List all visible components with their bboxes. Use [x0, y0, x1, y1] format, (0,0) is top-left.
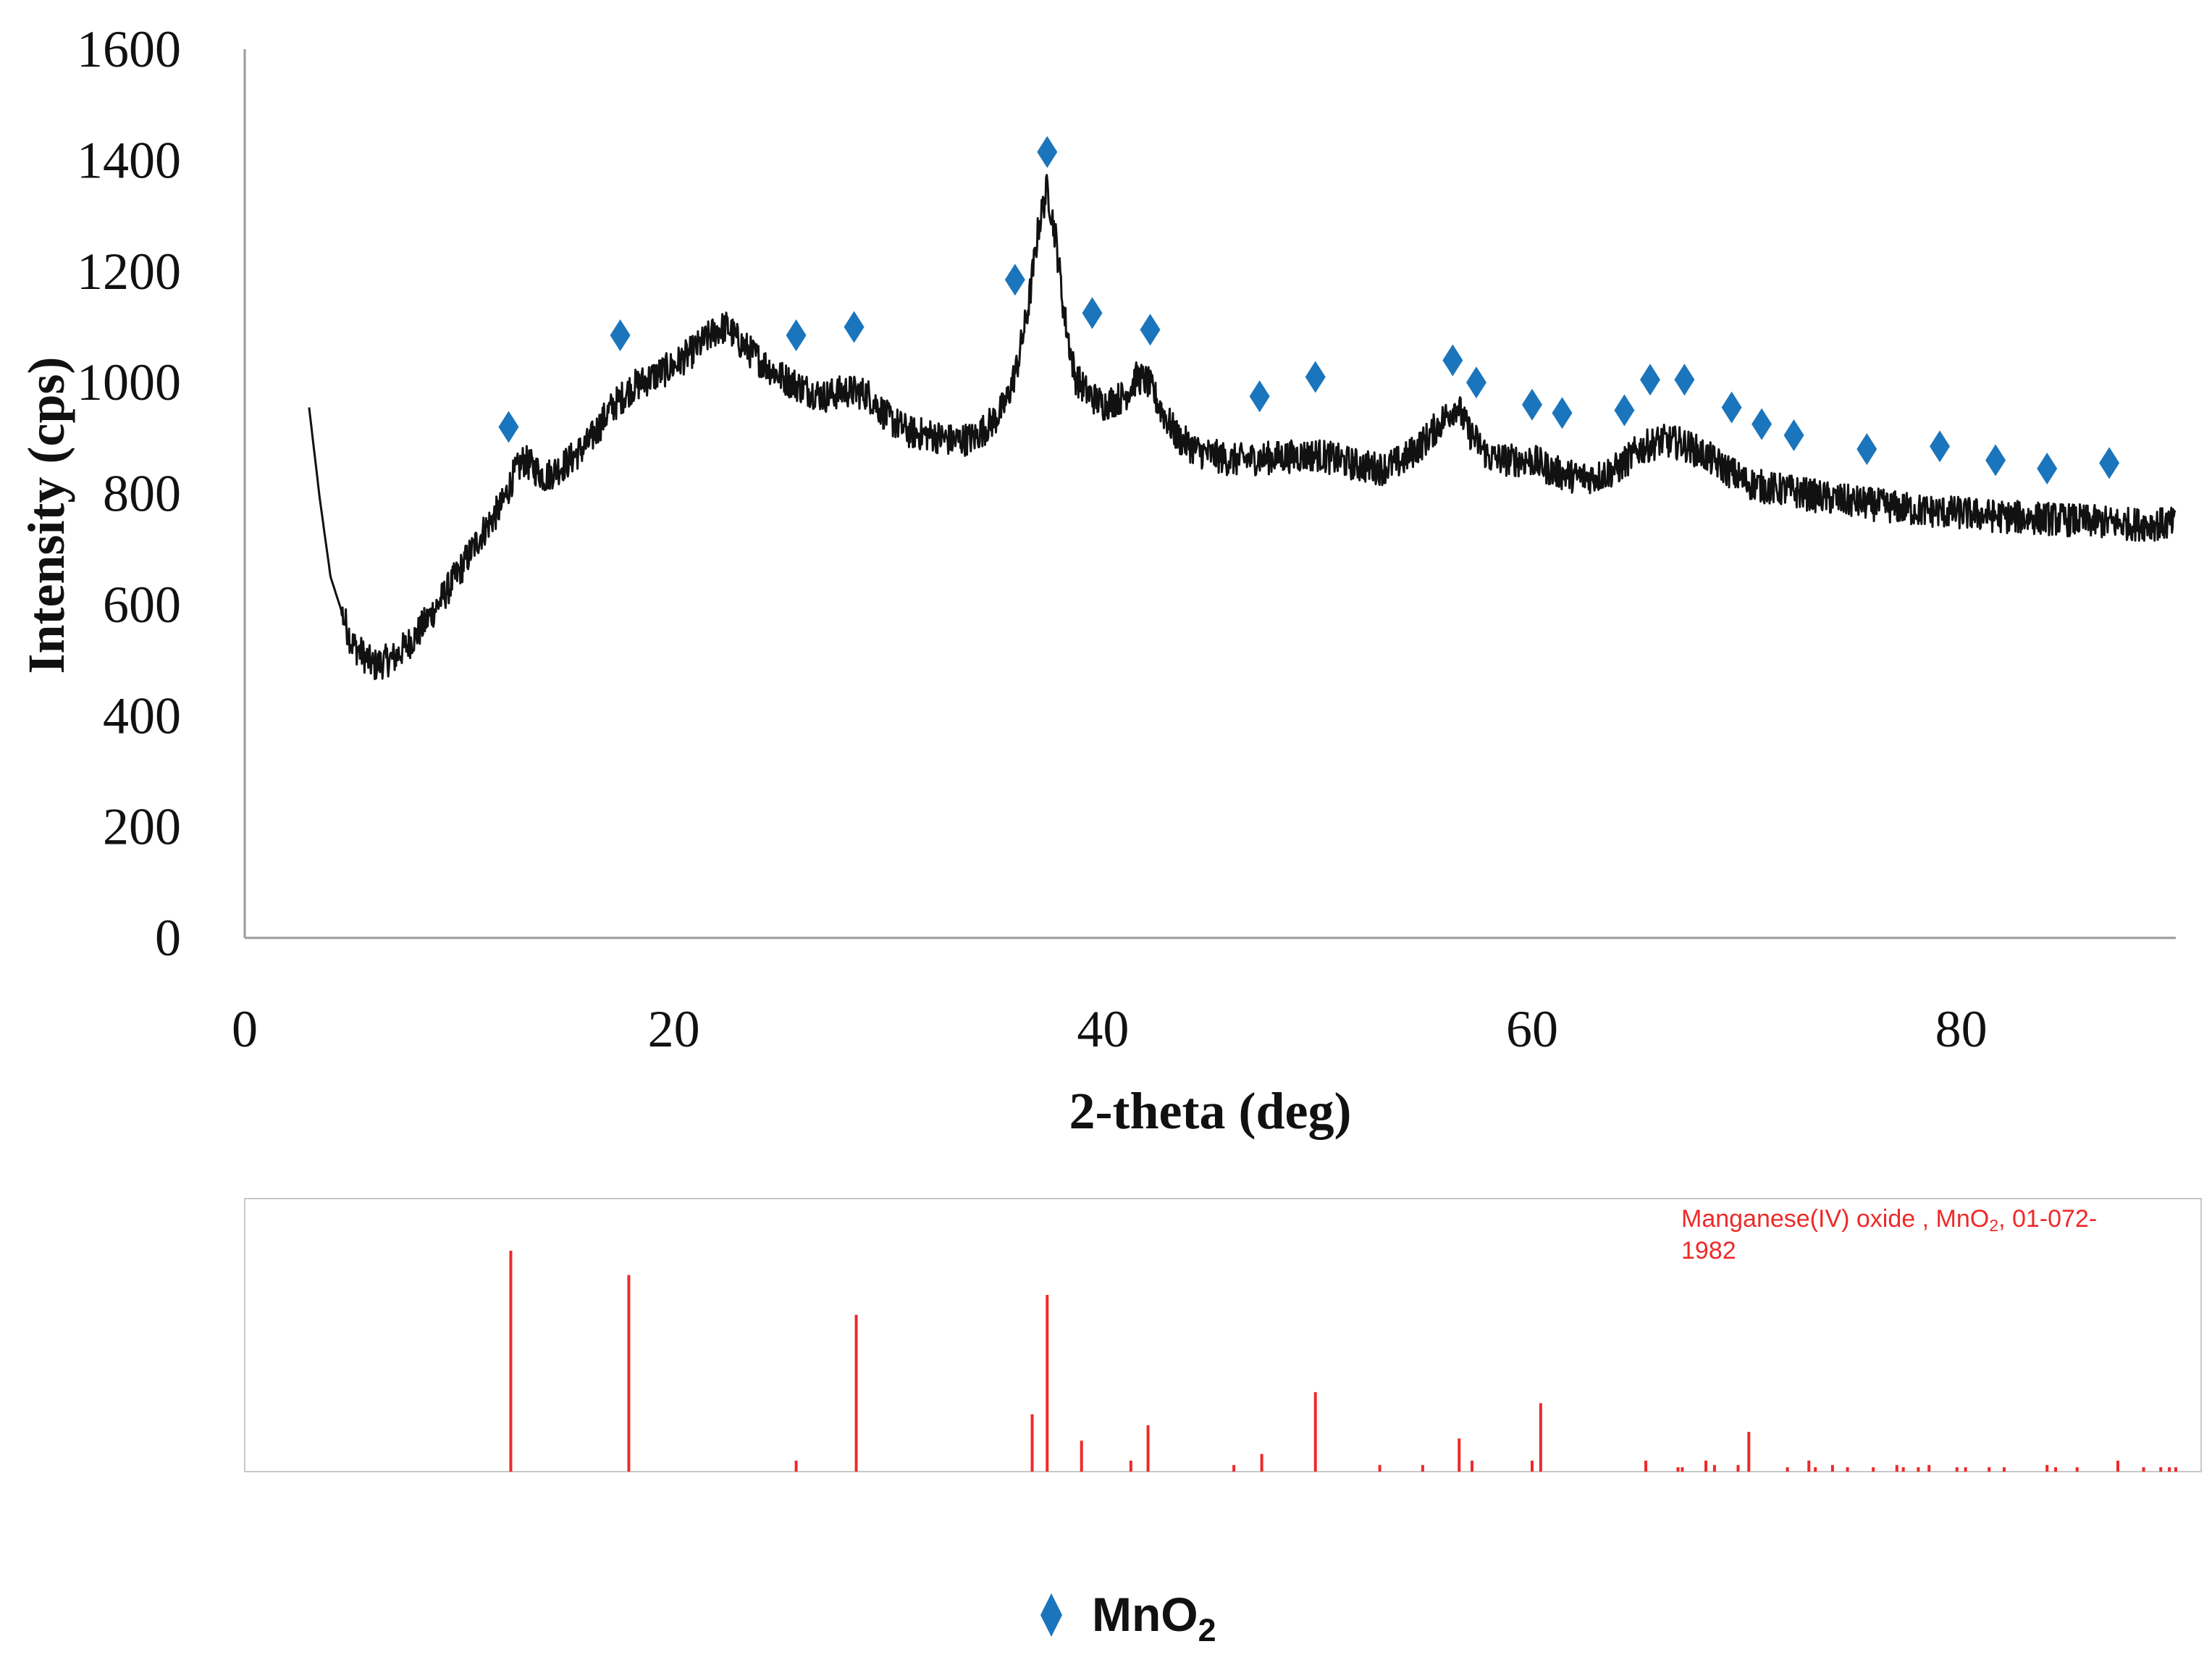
mno2-marker [1082, 297, 1103, 330]
x-tick-label: 0 [232, 1000, 258, 1058]
mno2-marker [1783, 419, 1804, 451]
mno2-marker [1522, 388, 1542, 421]
mno2-marker [1004, 264, 1025, 296]
reference-label-text: Manganese(IV) oxide , MnO [1681, 1205, 1989, 1233]
mno2-marker [1249, 380, 1270, 413]
mno2-marker [2099, 447, 2120, 479]
mno2-marker [1140, 314, 1161, 346]
mno2-marker [1465, 366, 1486, 399]
mno2-marker [2037, 452, 2058, 485]
mno2-peak-markers [498, 135, 2120, 485]
x-tick-label: 80 [1935, 1000, 1988, 1058]
mno2-marker [1751, 408, 1772, 440]
y-tick-label: 1600 [77, 20, 181, 78]
y-tick-label: 1000 [77, 353, 181, 411]
reference-label-line2: 1982 [1681, 1237, 1736, 1265]
y-axis-title: Intensity (cps) [17, 356, 75, 674]
x-axis-title: 2-theta (deg) [1069, 1082, 1352, 1140]
mno2-marker [1721, 391, 1742, 424]
mno2-marker [610, 319, 631, 351]
mno2-marker [1856, 433, 1877, 466]
mno2-marker [844, 311, 865, 343]
y-axis-ticks: 0 200 400 600 800 1000 1200 1400 1600 [77, 20, 181, 967]
legend-label-subscript: 2 [1198, 1611, 1216, 1648]
legend-diamond-marker [1040, 1593, 1062, 1637]
mno2-marker [498, 411, 519, 443]
mno2-marker [1037, 135, 1058, 168]
mno2-marker [1442, 344, 1463, 377]
mno2-marker [1985, 444, 2006, 477]
x-axis-ticks: 0 20 40 60 80 [232, 1000, 1988, 1058]
y-tick-label: 1200 [77, 243, 181, 301]
legend-label: MnO2 [1092, 1588, 1216, 1648]
y-tick-label: 400 [103, 687, 181, 745]
reference-sticks [509, 1251, 2177, 1472]
y-tick-label: 600 [103, 576, 181, 634]
y-tick-label: 800 [103, 465, 181, 523]
x-tick-label: 60 [1506, 1000, 1558, 1058]
y-tick-label: 0 [155, 909, 181, 967]
mno2-marker [1305, 361, 1326, 393]
y-tick-label: 200 [103, 798, 181, 856]
mno2-marker [1930, 430, 1951, 463]
reference-frame [244, 1198, 2202, 1472]
x-tick-label: 40 [1077, 1000, 1129, 1058]
reference-pattern-panel: Manganese(IV) oxide , MnO2, 01-072- 1982 [244, 1198, 2202, 1472]
y-tick-label: 1400 [77, 131, 181, 189]
reference-label-subscript: 2 [1989, 1216, 1998, 1235]
legend: MnO2 [1040, 1588, 1216, 1648]
mno2-marker [1552, 397, 1573, 429]
legend-label-text: MnO [1092, 1588, 1198, 1641]
x-tick-label: 20 [648, 1000, 700, 1058]
mno2-marker [786, 319, 807, 351]
mno2-marker [1639, 364, 1660, 396]
reference-label-suffix: , 01-072- [1998, 1205, 2097, 1233]
mno2-marker [1614, 394, 1635, 427]
mno2-marker [1674, 364, 1695, 396]
reference-label-line1: Manganese(IV) oxide , MnO2, 01-072- [1681, 1205, 2097, 1235]
xrd-pattern-series [308, 174, 2177, 681]
